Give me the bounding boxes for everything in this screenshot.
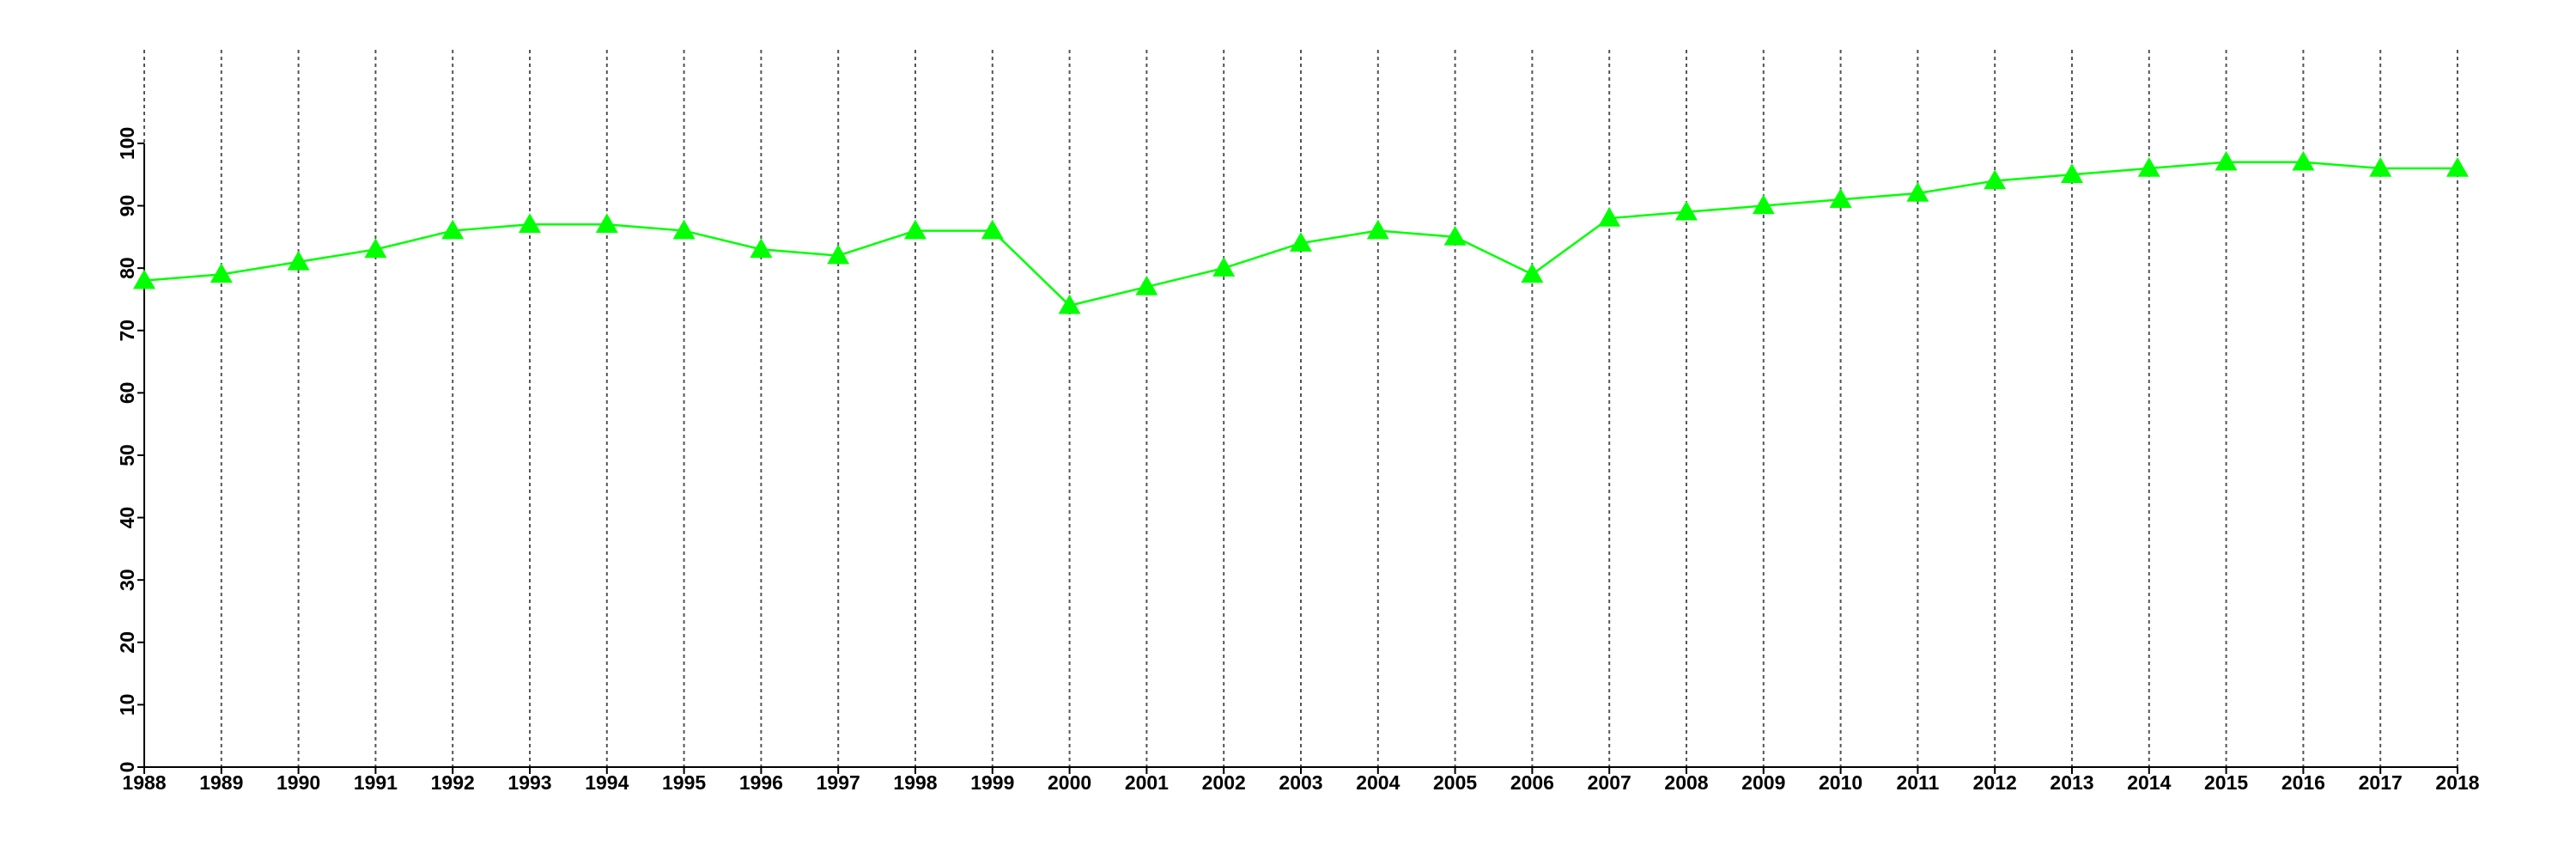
marker	[2061, 163, 2083, 183]
x-tick-label: 1996	[739, 771, 783, 794]
y-tick-label: 40	[116, 507, 138, 529]
x-tick-label: 1993	[507, 771, 551, 794]
y-tick-label: 0	[116, 762, 138, 773]
y-tick-label: 50	[116, 444, 138, 466]
x-tick-label: 2009	[1741, 771, 1785, 794]
marker	[750, 238, 773, 259]
marker	[210, 263, 233, 283]
x-tick-label: 2017	[2359, 771, 2403, 794]
x-tick-label: 2005	[1433, 771, 1477, 794]
x-tick-label: 1992	[431, 771, 475, 794]
y-tick-label: 80	[116, 257, 138, 279]
x-tick-label: 1988	[122, 771, 166, 794]
x-tick-label: 2006	[1510, 771, 1554, 794]
marker	[1752, 194, 1775, 215]
x-tick-label: 2013	[2050, 771, 2093, 794]
y-tick-label: 20	[116, 631, 138, 654]
marker	[1135, 275, 1158, 295]
x-tick-label: 1999	[970, 771, 1014, 794]
marker	[1443, 225, 1467, 246]
x-tick-label: 1991	[354, 771, 398, 794]
x-tick-label: 2001	[1125, 771, 1169, 794]
x-tick-label: 2015	[2204, 771, 2248, 794]
x-tick-label: 1994	[585, 771, 629, 794]
y-tick-label: 10	[116, 694, 138, 716]
marker	[287, 250, 310, 271]
x-tick-label: 2002	[1202, 771, 1246, 794]
y-tick-label: 90	[116, 195, 138, 217]
marker	[1521, 263, 1544, 283]
marker	[827, 244, 850, 265]
x-tick-label: 2000	[1048, 771, 1091, 794]
marker	[133, 269, 155, 289]
x-tick-label: 1998	[893, 771, 937, 794]
x-tick-label: 2012	[1973, 771, 2017, 794]
marker	[1366, 219, 1389, 240]
x-tick-label: 2018	[2435, 771, 2479, 794]
x-tick-label: 2010	[1819, 771, 1862, 794]
x-tick-label: 1995	[662, 771, 706, 794]
x-tick-label: 2008	[1664, 771, 1708, 794]
x-tick-label: 2003	[1279, 771, 1322, 794]
marker	[2369, 156, 2392, 177]
marker	[2292, 150, 2315, 171]
marker	[2215, 150, 2238, 171]
marker	[1212, 257, 1236, 277]
y-tick-label: 60	[116, 382, 138, 405]
marker	[904, 219, 927, 240]
x-tick-label: 2014	[2127, 771, 2171, 794]
marker	[1290, 232, 1312, 252]
marker	[519, 213, 541, 234]
marker	[1675, 200, 1698, 221]
marker	[1906, 182, 1929, 202]
marker	[2137, 156, 2160, 177]
y-tick-label: 30	[116, 569, 138, 591]
marker	[981, 219, 1004, 240]
x-tick-label: 1989	[199, 771, 243, 794]
marker	[441, 219, 465, 240]
x-tick-label: 1990	[276, 771, 320, 794]
y-tick-label: 100	[116, 127, 138, 160]
y-tick-label: 70	[116, 320, 138, 342]
marker	[1829, 188, 1852, 209]
marker	[595, 213, 618, 234]
marker	[364, 238, 387, 259]
marker	[1984, 169, 2007, 190]
x-tick-label: 1997	[817, 771, 860, 794]
x-tick-label: 2004	[1356, 771, 1400, 794]
marker	[2446, 156, 2469, 177]
x-tick-label: 2007	[1588, 771, 1631, 794]
marker	[1598, 207, 1621, 227]
marker	[1058, 294, 1081, 314]
marker	[672, 219, 696, 240]
x-tick-label: 2011	[1896, 771, 1939, 794]
x-tick-label: 2016	[2281, 771, 2325, 794]
